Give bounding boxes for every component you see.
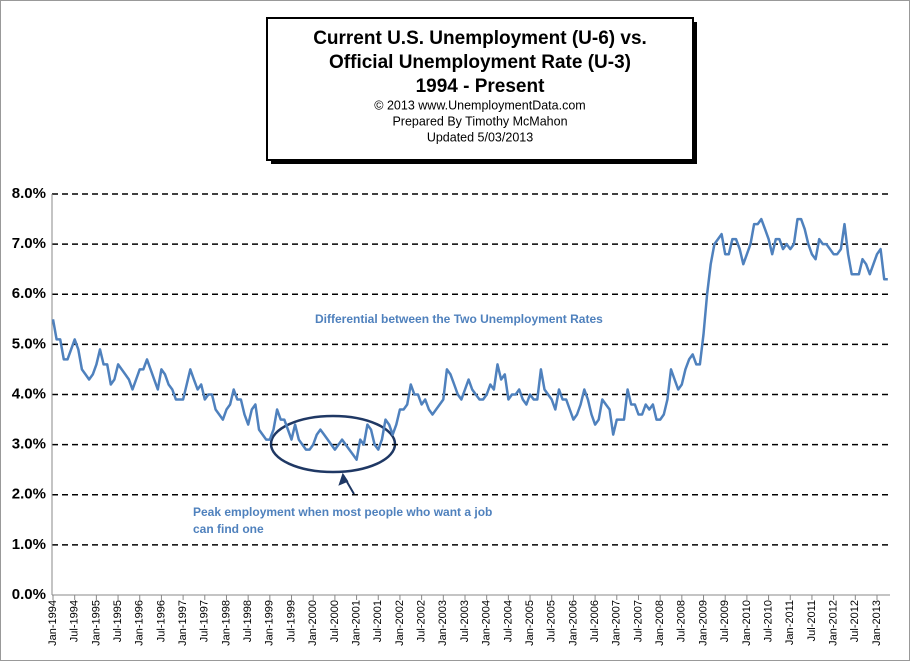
x-tick-label: Jul-2011 [806,600,818,641]
x-tick-label: Jul-2007 [632,600,644,642]
subtitle: Prepared By Timothy McMahon [392,114,567,128]
x-tick-label: Jul-2008 [676,600,688,642]
x-tick-label: Jul-2012 [849,600,861,642]
x-tick-label: Jan-1999 [264,600,276,646]
x-tick-label: Jan-2003 [437,600,449,646]
x-tick-label: Jul-2001 [372,600,384,642]
arrow-head [338,472,349,486]
x-tick-label: Jul-1999 [285,600,297,642]
x-tick-label: Jul-2004 [502,600,514,642]
x-tick-label: Jan-2010 [741,600,753,646]
x-tick-label: Jan-1997 [177,600,189,646]
y-tick-label: 0.0% [12,586,46,603]
chart-title: 1994 - Present [416,76,546,97]
x-tick-label: Jul-1996 [155,600,167,642]
x-tick-label: Jul-1995 [112,600,124,642]
y-tick-label: 3.0% [12,436,46,453]
x-tick-label: Jan-2002 [394,600,406,646]
x-tick-label: Jan-1996 [134,600,146,646]
x-tick-label: Jul-1998 [242,600,254,642]
annotation: can find one [193,522,264,536]
x-tick-label: Jul-2010 [762,600,774,642]
y-tick-label: 6.0% [12,285,46,302]
x-tick-label: Jul-2003 [459,600,471,642]
x-tick-label: Jan-2005 [524,600,536,646]
x-tick-label: Jan-2011 [784,600,796,645]
y-tick-label: 1.0% [12,536,46,553]
x-tick-label: Jan-2008 [654,600,666,646]
x-tick-label: Jul-2009 [719,600,731,642]
y-tick-label: 5.0% [12,335,46,352]
y-tick-label: 2.0% [12,486,46,503]
x-tick-label: Jul-1994 [69,600,81,642]
annotation: Differential between the Two Unemploymen… [315,312,603,326]
data-line [51,217,888,461]
x-tick-label: Jan-2006 [567,600,579,646]
x-tick-label: Jul-2002 [416,600,428,642]
x-tick-label: Jan-2004 [481,600,493,646]
y-tick-label: 4.0% [12,385,46,402]
y-tick-label: 7.0% [12,235,46,252]
x-tick-label: Jan-2001 [350,600,362,646]
x-tick-label: Jul-2005 [546,600,558,642]
title-box [266,17,694,161]
x-tick-label: Jul-2000 [329,600,341,642]
subtitle: © 2013 www.UnemploymentData.com [374,98,585,112]
x-tick-label: Jan-1995 [90,600,102,646]
x-tick-label: Jul-2006 [589,600,601,642]
x-tick-label: Jan-2013 [871,600,883,646]
x-tick-label: Jan-1994 [47,600,59,646]
x-tick-label: Jan-2000 [307,600,319,646]
chart-title: Current U.S. Unemployment (U-6) vs. [313,28,647,49]
x-tick-label: Jan-2009 [697,600,709,646]
subtitle: Updated 5/03/2013 [427,130,533,144]
chart-title: Official Unemployment Rate (U-3) [329,52,631,73]
x-tick-label: Jul-1997 [199,600,211,642]
x-tick-label: Jan-2012 [828,600,840,646]
annotation: Peak employment when most people who wan… [193,505,492,519]
x-tick-label: Jan-2007 [611,600,623,646]
x-tick-label: Jan-1998 [220,600,232,646]
y-tick-label: 8.0% [12,185,46,202]
